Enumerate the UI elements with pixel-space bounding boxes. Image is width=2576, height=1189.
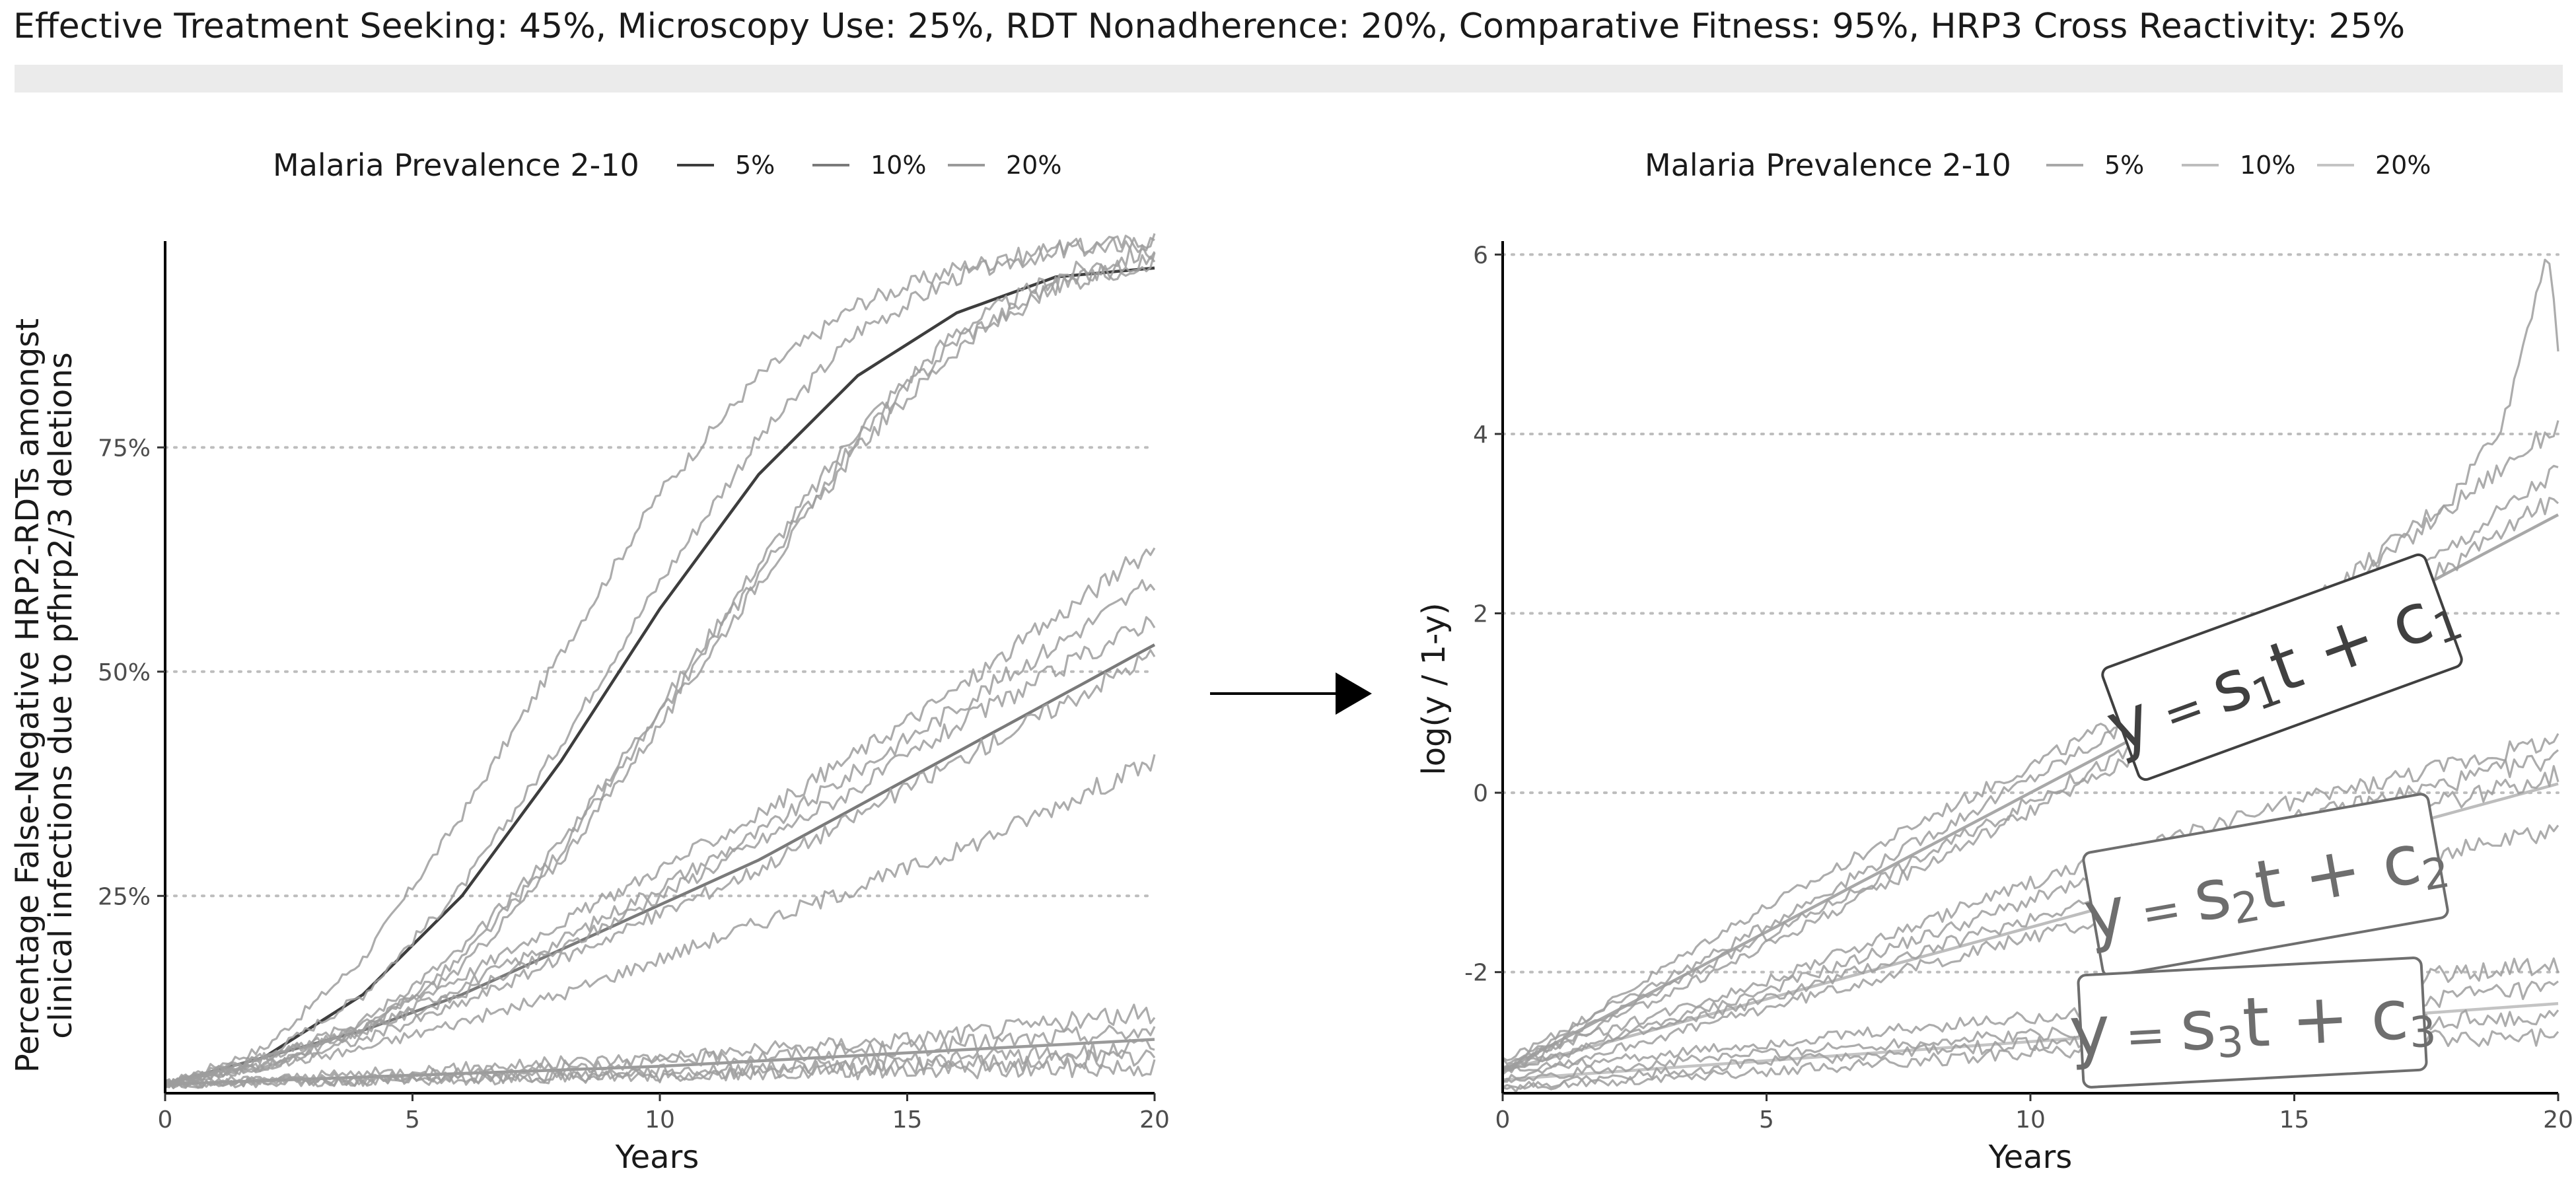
- right-equation-annotations: y = s1t + c1y = s2t + c2y = s3t + c3: [2067, 553, 2469, 1089]
- x-tick-label-4: 20: [2543, 1106, 2573, 1134]
- legend-label-0: 5%: [2104, 151, 2144, 180]
- x-tick-label-1: 5: [1759, 1106, 1774, 1134]
- simulation-line-5pct-3: [1502, 258, 2559, 1071]
- arrow-right-icon: [1210, 672, 1372, 715]
- legend-title: Malaria Prevalence 2-10: [273, 147, 639, 183]
- equation-box-1: [2101, 553, 2463, 781]
- right-y-axis-label: log(y / 1-y): [1415, 602, 1452, 775]
- equation-label-2: y = s2t + c2: [2078, 793, 2453, 978]
- y-tick-label-3: 4: [1473, 421, 1488, 449]
- simulation-line-10pct-7: [1501, 733, 2559, 1065]
- y-tick-label-2: 2: [1473, 601, 1488, 628]
- left-x-axis-label: Years: [615, 1139, 699, 1176]
- x-tick-label-2: 10: [2015, 1106, 2046, 1134]
- y-tick-label-1: 50%: [98, 659, 151, 686]
- x-tick-label-3: 15: [892, 1106, 923, 1134]
- simulation-line-20pct-17: [164, 1058, 1156, 1089]
- title-strip: [15, 65, 2563, 92]
- x-tick-label-4: 20: [1139, 1106, 1170, 1134]
- simulation-line-20pct-13: [164, 1003, 1156, 1087]
- right-x-axis-label: Years: [1988, 1139, 2073, 1176]
- simulation-line-10pct-9: [164, 579, 1156, 1089]
- legend-label-1: 10%: [871, 151, 926, 180]
- left-gridlines: [164, 446, 1156, 898]
- x-tick-label-3: 15: [2279, 1106, 2310, 1134]
- y-tick-label-0: -2: [1464, 960, 1488, 987]
- figure-title: Effective Treatment Seeking: 45%, Micros…: [13, 7, 2406, 46]
- simulation-line-5pct-7: [164, 254, 1156, 1087]
- simulation-line-10pct-11: [164, 649, 1156, 1089]
- equation-box-2: [2082, 793, 2449, 978]
- simulation-line-5pct-5: [164, 244, 1156, 1086]
- y-tick-label-1: 0: [1473, 780, 1488, 807]
- left-y-axis-label-line2: clinical infections due to pfhrp2/3 dele…: [42, 352, 79, 1038]
- simulation-line-10pct-12: [164, 754, 1156, 1088]
- simulation-line-10pct-10: [164, 616, 1156, 1089]
- x-tick-label-1: 5: [405, 1106, 420, 1134]
- equation-label-1: y = s1t + c1: [2096, 553, 2469, 781]
- simulation-line-5pct-4: [164, 233, 1156, 1087]
- left-y-axis-label-line1: Percentage False-Negative HRP2-RDTs amon…: [9, 318, 46, 1073]
- legend-label-1: 10%: [2240, 151, 2295, 180]
- panel-left: 0 5 10 15 20 25% 50% 75% Malaria Prevalence 2-1…: [9, 147, 1170, 1176]
- left-series: [164, 233, 1156, 1089]
- x-tick-label-0: 0: [1495, 1106, 1511, 1134]
- right-legend: Malaria Prevalence 2-10 5% 10% 20%: [1645, 147, 2431, 183]
- left-ticks: 0 5 10 15 20 25% 50% 75%: [98, 435, 1170, 1134]
- simulation-line-10pct-8: [164, 547, 1156, 1088]
- x-tick-label-0: 0: [158, 1106, 173, 1134]
- equation-text-3: y = s3t + c3: [2067, 973, 2437, 1076]
- y-tick-label-0: 25%: [98, 883, 151, 910]
- x-tick-label-2: 10: [645, 1106, 675, 1134]
- simulation-line-20pct-14: [164, 1025, 1156, 1089]
- simulation-line-5pct-3: [164, 234, 1155, 1086]
- y-tick-label-2: 75%: [98, 435, 151, 462]
- equation-box-3: [2077, 956, 2428, 1089]
- legend-label-0: 5%: [735, 151, 775, 180]
- equation-label-3: y = s3t + c3: [2067, 956, 2437, 1089]
- right-ticks: 0 5 10 15 20 -2 0 2 4 6: [1464, 242, 2573, 1134]
- y-tick-label-4: 6: [1473, 242, 1488, 269]
- panel-right: 0 5 10 15 20 -2 0 2 4 6 Malaria Prevalence 2-10 5%…: [1415, 147, 2573, 1176]
- legend-title: Malaria Prevalence 2-10: [1645, 147, 2011, 183]
- simulation-line-5pct-4: [1502, 420, 2559, 1062]
- fit-line-5pct-0: [164, 266, 1155, 1086]
- legend-label-2: 20%: [2375, 151, 2431, 180]
- legend-label-2: 20%: [1006, 151, 1061, 180]
- left-legend: Malaria Prevalence 2-10 5% 10% 20%: [273, 147, 1061, 183]
